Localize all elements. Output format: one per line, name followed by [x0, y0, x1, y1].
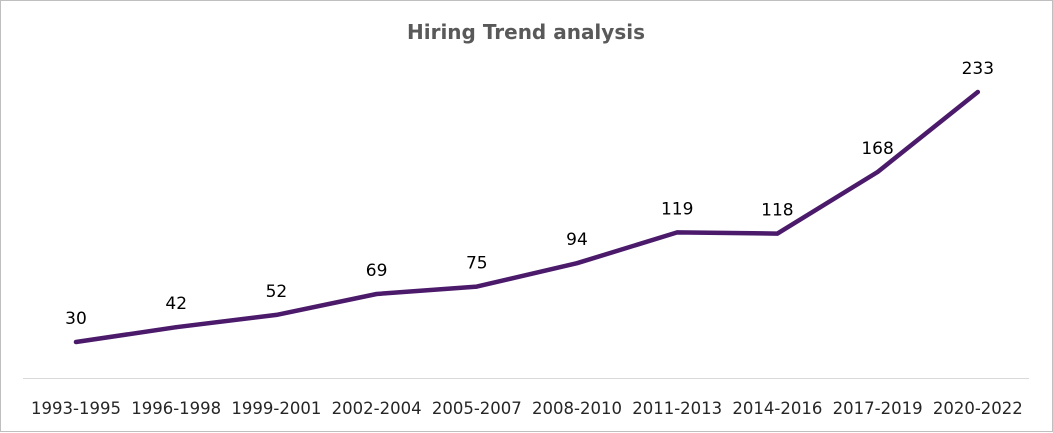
data-point: [374, 291, 379, 296]
data-label: 94: [566, 230, 588, 250]
data-point: [875, 170, 880, 175]
x-tick-label-layer: 1993-1995 1996-1998 1999-2001 2002-2004 2005…: [31, 399, 1023, 418]
x-tick-label: 2014-2016: [732, 399, 822, 418]
data-point: [274, 312, 279, 317]
x-tick-label: 2002-2004: [332, 399, 422, 418]
data-point: [775, 231, 780, 236]
x-tick-label: 1993-1995: [31, 399, 121, 418]
data-label: 119: [661, 199, 693, 219]
x-tick-label: 1999-2001: [231, 399, 321, 418]
data-point: [74, 340, 78, 344]
x-tick-label: 2008-2010: [532, 399, 622, 418]
data-label: 52: [266, 282, 288, 302]
data-point: [474, 284, 479, 289]
data-label: 168: [861, 139, 893, 159]
x-tick-label: 2011-2013: [632, 399, 722, 418]
data-label: 118: [761, 201, 793, 221]
x-tick-label: 2005-2007: [432, 399, 522, 418]
series-layer: [73, 89, 981, 345]
data-point: [975, 90, 980, 94]
data-point: [174, 325, 179, 330]
x-tick-label: 2020-2022: [933, 399, 1023, 418]
chart-title: Hiring Trend analysis: [407, 20, 645, 44]
data-point: [575, 261, 579, 266]
x-tick-label: 2017-2019: [833, 399, 923, 418]
series-line: [73, 89, 981, 345]
data-label: 30: [65, 309, 87, 329]
data-label: 42: [165, 294, 187, 314]
data-point: [675, 230, 680, 235]
data-label-layer: 30 42 52 69 75 94 119 118 168 233: [65, 59, 994, 329]
data-label: 69: [366, 261, 388, 281]
data-label: 233: [962, 59, 994, 79]
data-label: 75: [466, 254, 488, 274]
x-tick-label: 1996-1998: [131, 399, 221, 418]
